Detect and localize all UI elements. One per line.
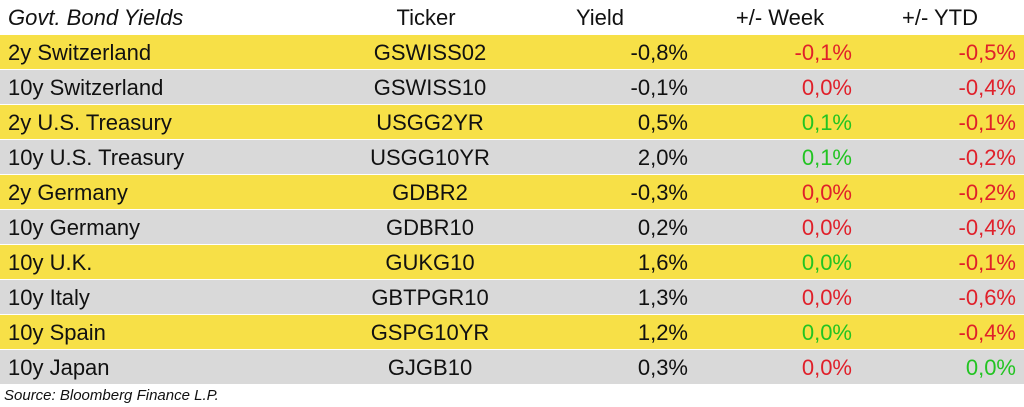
- yield-cell: 2,0%: [637, 145, 688, 170]
- table-row: 2y Germany GDBR2 -0,3% 0,0% -0,2%: [0, 175, 1024, 210]
- yield-cell: 1,6%: [637, 250, 688, 275]
- yield-cell: 0,2%: [637, 215, 688, 240]
- ytd-change-cell: -0,6%: [958, 285, 1016, 310]
- ticker-cell: GSPG10YR: [370, 320, 490, 345]
- ytd-change-cell: -0,4%: [958, 215, 1016, 240]
- ticker-cell: GDBR10: [385, 215, 475, 240]
- week-change-cell: 0,0%: [801, 215, 852, 240]
- table-row: 10y Germany GDBR10 0,2% 0,0% -0,4%: [0, 210, 1024, 245]
- yield-cell: -0,1%: [630, 75, 688, 100]
- week-change-cell: 0,1%: [801, 110, 852, 135]
- bond-name-cell: 10y U.K.: [8, 250, 93, 275]
- ytd-change-cell: -0,2%: [958, 145, 1016, 170]
- week-change-cell: 0,0%: [801, 180, 852, 205]
- table-row: 10y U.S. Treasury USGG10YR 2,0% 0,1% -0,2%: [0, 140, 1024, 175]
- bond-name-cell: 10y Spain: [8, 320, 106, 345]
- ticker-cell: GUKG10: [385, 250, 475, 275]
- yield-cell: 0,3%: [637, 355, 688, 380]
- table-row: 10y Spain GSPG10YR 1,2% 0,0% -0,4%: [0, 315, 1024, 350]
- ticker-cell: GJGB10: [387, 355, 473, 380]
- bond-name-cell: 2y Germany: [8, 180, 128, 205]
- source-note: Source: Bloomberg Finance L.P.: [4, 387, 219, 404]
- week-change-cell: 0,0%: [801, 355, 852, 380]
- bond-name-cell: 2y U.S. Treasury: [8, 110, 172, 135]
- bond-name-cell: 2y Switzerland: [8, 40, 152, 65]
- bond-name-cell: 10y Japan: [8, 355, 110, 380]
- table-row: 10y U.K. GUKG10 1,6% 0,0% -0,1%: [0, 245, 1024, 280]
- yield-cell: 0,5%: [637, 110, 688, 135]
- ticker-cell: GBTPGR10: [371, 285, 489, 310]
- header-week-change: +/- Week: [735, 5, 825, 30]
- ytd-change-cell: 0,0%: [965, 355, 1016, 380]
- yield-cell: 1,2%: [637, 320, 688, 345]
- header-yield: Yield: [575, 5, 625, 30]
- ticker-cell: GSWISS10: [373, 75, 487, 100]
- week-change-cell: 0,0%: [801, 75, 852, 100]
- ytd-change-cell: -0,1%: [958, 110, 1016, 135]
- week-change-cell: -0,1%: [794, 40, 852, 65]
- table-row: 10y Italy GBTPGR10 1,3% 0,0% -0,6%: [0, 280, 1024, 315]
- bond-name-cell: 10y U.S. Treasury: [8, 145, 185, 170]
- ticker-cell: GSWISS02: [373, 40, 487, 65]
- header-ticker: Ticker: [396, 5, 456, 30]
- table-row: 10y Switzerland GSWISS10 -0,1% 0,0% -0,4%: [0, 70, 1024, 105]
- ytd-change-cell: -0,2%: [958, 180, 1016, 205]
- bond-name-cell: 10y Germany: [8, 215, 141, 240]
- week-change-cell: 0,0%: [801, 320, 852, 345]
- bond-name-cell: 10y Switzerland: [8, 75, 164, 100]
- bond-yields-table: Govt. Bond Yields Ticker Yield +/- Week …: [0, 0, 1024, 385]
- table-row: 2y Switzerland GSWISS02 -0,8% -0,1% -0,5%: [0, 35, 1024, 70]
- bond-name-cell: 10y Italy: [8, 285, 90, 310]
- table-header-row: Govt. Bond Yields Ticker Yield +/- Week …: [0, 0, 1024, 35]
- table-body: 2y Switzerland GSWISS02 -0,8% -0,1% -0,5% 10y…: [0, 35, 1024, 385]
- week-change-cell: 0,0%: [801, 250, 852, 275]
- yield-cell: -0,3%: [630, 180, 688, 205]
- ticker-cell: USGG10YR: [370, 145, 490, 170]
- ytd-change-cell: -0,4%: [958, 75, 1016, 100]
- table-row: 2y U.S. Treasury USGG2YR 0,5% 0,1% -0,1%: [0, 105, 1024, 140]
- yield-cell: -0,8%: [630, 40, 688, 65]
- week-change-cell: 0,1%: [801, 145, 852, 170]
- ytd-change-cell: -0,5%: [958, 40, 1016, 65]
- table-row: 10y Japan GJGB10 0,3% 0,0% 0,0%: [0, 350, 1024, 385]
- ticker-cell: GDBR2: [392, 180, 468, 205]
- ytd-change-cell: -0,1%: [958, 250, 1016, 275]
- header-ytd-change: +/- YTD: [901, 5, 978, 30]
- ytd-change-cell: -0,4%: [958, 320, 1016, 345]
- ticker-cell: USGG2YR: [376, 110, 484, 135]
- header-name: Govt. Bond Yields: [8, 5, 184, 30]
- week-change-cell: 0,0%: [801, 285, 852, 310]
- yield-cell: 1,3%: [637, 285, 688, 310]
